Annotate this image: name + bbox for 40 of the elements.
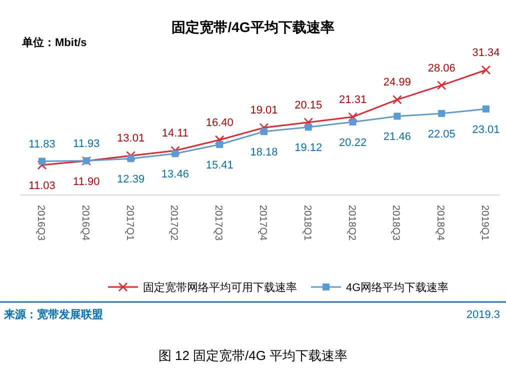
data-label: 14.11	[162, 128, 189, 140]
x-tick-label: 2016Q4	[79, 205, 90, 242]
data-label: 21.31	[339, 94, 367, 106]
data-label: 19.12	[294, 142, 322, 154]
chart-subtitle: 单位：Mbit/s	[21, 36, 87, 49]
data-label: 11.90	[73, 176, 100, 188]
x-tick-label: 2019Q1	[479, 205, 490, 242]
data-label: 13.46	[161, 168, 189, 181]
data-label: 23.01	[472, 124, 500, 136]
x-tick-label: 2017Q1	[124, 205, 135, 242]
data-label: 22.05	[428, 128, 456, 140]
data-label: 12.39	[117, 174, 145, 186]
data-label: 11.83	[28, 138, 56, 150]
data-label: 21.46	[383, 131, 411, 144]
data-label: 24.99	[383, 76, 411, 89]
x-tick-label: 2016Q3	[35, 205, 46, 242]
data-label: 15.41	[206, 160, 234, 172]
chart-title: 固定宽带/4G平均下载速率	[172, 19, 334, 35]
data-label: 13.01	[117, 132, 145, 145]
data-label: 19.01	[250, 104, 278, 117]
x-tick-label: 2017Q3	[212, 205, 224, 242]
source-note: 来源：宽带发展联盟	[3, 308, 103, 321]
x-tick-label: 2018Q4	[434, 205, 446, 242]
data-label: 11.93	[73, 138, 100, 150]
caption: 图 12 固定宽带/4G 平均下载速率	[158, 348, 348, 363]
x-tick-label: 2018Q3	[390, 205, 402, 242]
text: 2019.3	[466, 309, 500, 321]
data-label: 20.22	[339, 137, 367, 150]
x-tick-label: 2017Q2	[168, 205, 180, 242]
data-label: 20.15	[294, 99, 322, 112]
data-label: 18.18	[250, 146, 278, 159]
x-tick-label: 2017Q4	[257, 205, 268, 242]
x-tick-label: 2018Q2	[346, 205, 357, 242]
legend-label: 固定宽带网络平均可用下载速率	[143, 281, 297, 294]
data-label: 31.34	[472, 47, 500, 59]
x-tick-label: 2018Q1	[301, 205, 312, 242]
legend-label: 4G网络平均下载速率	[346, 281, 449, 294]
data-label: 11.03	[28, 180, 56, 192]
data-label: 16.40	[206, 116, 234, 129]
data-label: 28.06	[428, 62, 456, 74]
